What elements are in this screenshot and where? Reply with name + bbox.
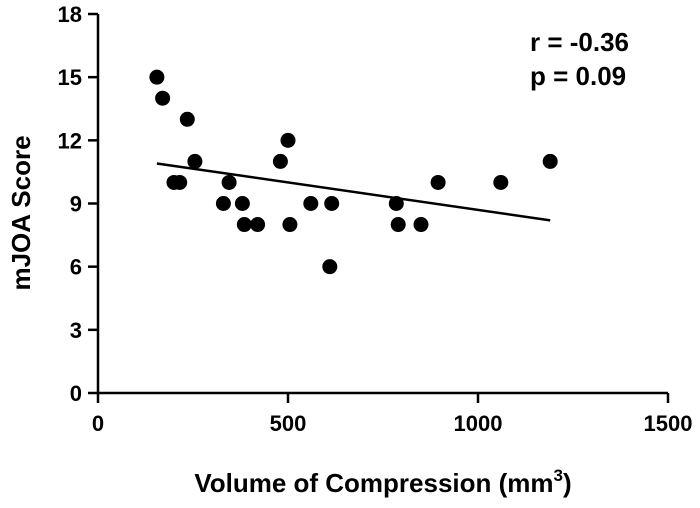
regression-line-group: [156, 162, 551, 222]
data-point: [272, 153, 288, 169]
data-points: [149, 69, 558, 275]
correlation-p-label: p = 0.09: [530, 61, 626, 91]
y-tick-label: 6: [70, 255, 82, 280]
x-tick-label: 0: [92, 411, 104, 436]
y-tick-label: 18: [58, 2, 82, 27]
y-tick-label: 0: [70, 381, 82, 406]
data-point: [324, 196, 340, 211]
data-point: [172, 174, 188, 190]
data-point: [149, 69, 165, 85]
data-point: [236, 217, 252, 233]
x-axis-title-superscript: 3: [554, 466, 563, 485]
data-point: [234, 196, 250, 211]
data-point: [390, 217, 406, 233]
y-tick-label: 9: [70, 192, 82, 217]
data-point: [303, 196, 319, 211]
data-point: [413, 217, 429, 233]
regression-line: [156, 162, 551, 222]
data-point: [221, 174, 237, 190]
x-axis-title-suffix: ): [563, 468, 572, 498]
correlation-r-label: r = -0.36: [530, 27, 629, 57]
y-tick-label: 3: [70, 318, 82, 343]
x-axis-title-main: Volume of Compression (mm: [194, 468, 553, 498]
data-point: [215, 196, 231, 211]
data-point: [280, 132, 296, 148]
data-point: [155, 90, 171, 106]
y-axis-title: mJOA Score: [6, 135, 36, 290]
x-axis-title: Volume of Compression (mm3): [194, 466, 571, 498]
data-point: [430, 174, 446, 190]
x-tick-label: 1000: [454, 411, 503, 436]
x-tick-label: 1500: [644, 411, 693, 436]
data-point: [282, 217, 298, 233]
data-point: [179, 111, 195, 127]
data-point: [187, 153, 203, 169]
x-tick-label: 500: [270, 411, 307, 436]
ticks: 0 3 6 9 12 15 18 0 500 1000 1500: [58, 2, 693, 436]
data-point: [250, 217, 266, 233]
data-point: [542, 153, 558, 169]
y-tick-label: 15: [58, 65, 82, 90]
y-tick-label: 12: [58, 128, 82, 153]
data-point: [493, 174, 509, 190]
data-point: [322, 259, 338, 275]
